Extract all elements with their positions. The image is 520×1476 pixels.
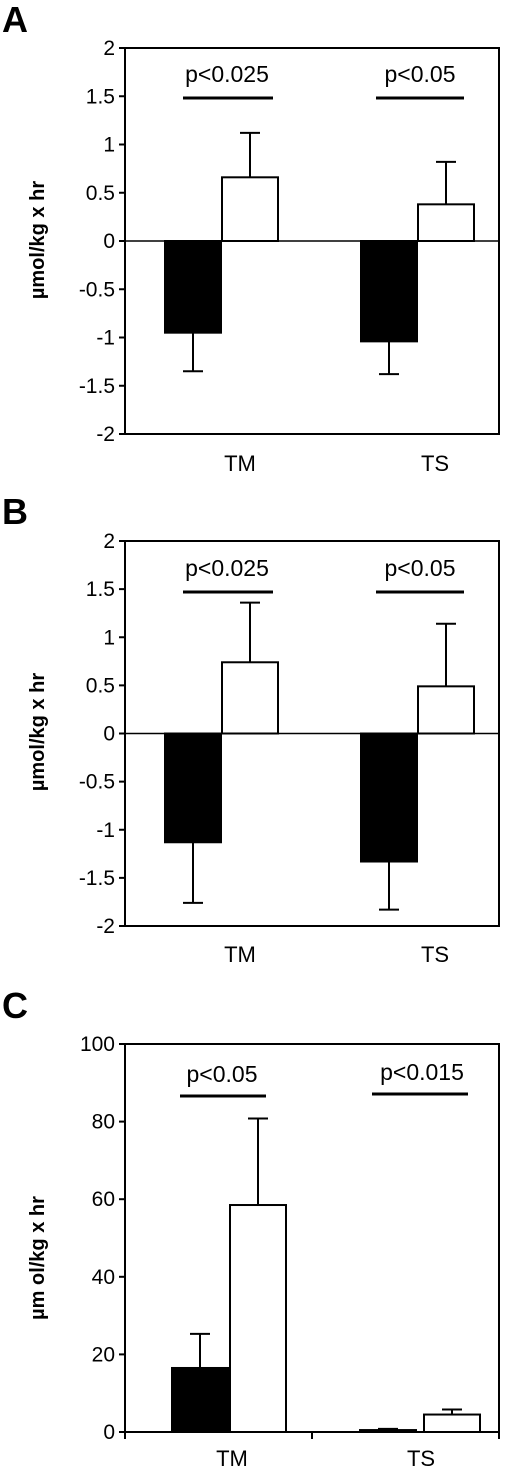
y-tick-label: -1.5 — [79, 375, 115, 398]
y-tick-label: 1.5 — [86, 85, 115, 108]
bar-open-ts — [417, 685, 475, 735]
bar-filled-ts — [360, 240, 418, 343]
category-label-ts: TS — [421, 942, 449, 967]
y-axis-label: µmol/kg x hr — [27, 673, 49, 791]
y-tick-label: 0 — [103, 230, 115, 253]
plot-area: 2 1.5 1 0.5 0 -0.5 -1 -1.5 -2 — [79, 37, 500, 446]
y-tick-label: 2 — [103, 530, 115, 553]
bar-filled-tm — [171, 1366, 229, 1433]
y-tick-label: -0.5 — [79, 771, 115, 794]
y-axis-label: µm ol/kg x hr — [27, 1196, 49, 1320]
panel-c: C 100 80 60 40 20 0 µm ol/kg x hr TM TS p<0.0… — [2, 985, 500, 1471]
category-label-tm: TM — [224, 942, 256, 967]
p-value-annotation-tm: p<0.05 — [187, 1061, 258, 1087]
y-tick-label: -2 — [96, 423, 115, 446]
error-bar-open-ts — [442, 1408, 462, 1415]
bar-open-tm — [229, 1204, 287, 1434]
bar-open-ts — [417, 203, 475, 242]
y-tick-label: 0 — [103, 723, 115, 746]
y-tick-label: 100 — [80, 1033, 115, 1056]
panel-letter: A — [2, 0, 28, 40]
y-tick-label: -1.5 — [79, 867, 115, 890]
y-tick-label: -1 — [96, 819, 115, 842]
category-label-tm: TM — [216, 1446, 248, 1471]
y-tick-label: 1 — [103, 134, 115, 157]
y-tick-label: 40 — [92, 1266, 115, 1289]
y-tick-label: 0 — [103, 1421, 115, 1444]
error-bar-open-ts — [436, 622, 456, 687]
error-bar-open-tm — [240, 131, 260, 178]
bar-open-tm — [221, 661, 279, 735]
bar-filled-ts — [359, 1429, 417, 1434]
bar-open-tm — [221, 176, 279, 242]
error-bar-open-ts — [436, 160, 456, 205]
plot-area: 2 1.5 1 0.5 0 -0.5 -1 -1.5 -2 — [79, 530, 500, 938]
error-bar-filled-ts — [379, 861, 399, 911]
y-tick-label: 1 — [103, 626, 115, 649]
error-bar-filled-tm — [183, 842, 203, 904]
p-value-annotation-ts: p<0.015 — [380, 1059, 464, 1085]
bar-filled-tm — [164, 240, 222, 334]
y-tick-label: 0.5 — [86, 674, 115, 697]
panel-a: A 21.510.50-0.5-1-1.5-2 µmol/kg x hr TM … — [2, 0, 500, 476]
p-value-annotation-ts: p<0.05 — [385, 61, 456, 87]
plot-area: 100 80 60 40 20 0 — [80, 1033, 500, 1444]
panel-letter: C — [2, 985, 28, 1026]
p-value-annotation-tm: p<0.025 — [185, 61, 269, 87]
y-tick-label: 20 — [92, 1343, 115, 1366]
y-tick-label: 1.5 — [86, 578, 115, 601]
p-value-annotation-tm: p<0.025 — [185, 555, 269, 581]
error-bar-filled-ts — [378, 1427, 398, 1431]
category-label-tm: TM — [224, 451, 256, 476]
category-label-ts: TS — [421, 451, 449, 476]
y-tick-label: 2 — [103, 37, 115, 60]
bar-open-ts — [423, 1413, 481, 1434]
error-bar-open-tm — [240, 601, 260, 663]
bar-filled-ts — [360, 732, 418, 863]
error-bar-open-tm — [248, 1117, 268, 1206]
y-tick-label: 60 — [92, 1188, 115, 1211]
panel-b: B 21.510.50-0.5-1-1.5-2 µmol/kg x hr TM … — [2, 491, 500, 967]
error-bar-filled-tm — [190, 1332, 210, 1368]
y-axis-label: µmol/kg x hr — [27, 181, 49, 299]
y-tick-label: -1 — [96, 327, 115, 350]
p-value-annotation-ts: p<0.05 — [385, 555, 456, 581]
error-bar-filled-tm — [183, 332, 203, 373]
y-tick-label: -0.5 — [79, 278, 115, 301]
panel-letter: B — [2, 491, 28, 532]
y-tick-label: 80 — [92, 1111, 115, 1134]
error-bar-filled-ts — [379, 341, 399, 376]
category-label-ts: TS — [407, 1446, 435, 1471]
y-tick-label: -2 — [96, 915, 115, 938]
bar-filled-tm — [164, 732, 222, 844]
y-tick-label: 0.5 — [86, 182, 115, 205]
